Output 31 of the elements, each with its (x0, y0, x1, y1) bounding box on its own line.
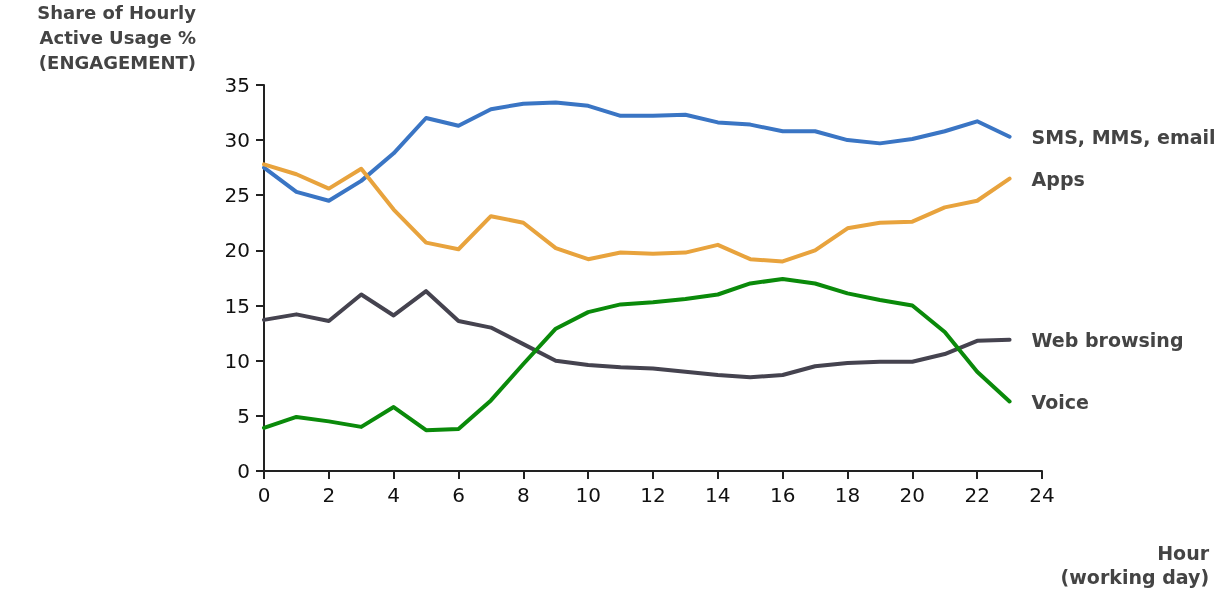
x-tick-label: 18 (834, 483, 861, 507)
line-series (262, 289, 1012, 380)
series-label: Web browsing (1031, 328, 1184, 351)
y-tick-label: 30 (224, 128, 250, 153)
line-series (262, 100, 1012, 203)
y-tick-label: 5 (237, 403, 250, 428)
x-tick-label: 24 (1029, 483, 1055, 507)
y-tick-label: 35 (224, 72, 250, 97)
x-axis-title: Hour (working day) (1060, 542, 1210, 588)
y-tick-label: 10 (224, 348, 250, 373)
x-tick-label: 2 (322, 483, 336, 507)
x-tick-label: 12 (640, 483, 666, 507)
line-series (262, 277, 1012, 433)
y-tick-label: 20 (224, 238, 250, 263)
x-tick-label: 20 (899, 483, 926, 507)
x-tick-label: 10 (575, 483, 601, 507)
y-axis-title: Share of Hourly Active Usage % (ENGAGEMENT) (37, 2, 197, 73)
y-tick-label: 15 (224, 293, 250, 318)
series-label: Voice (1031, 390, 1089, 413)
y-tick-label: 25 (224, 183, 250, 208)
x-tick-label: 16 (769, 483, 796, 507)
y-tick-label: 0 (237, 459, 250, 483)
x-tick-label: 0 (257, 483, 271, 507)
series-label: Apps (1031, 167, 1085, 190)
series-label: SMS, MMS, email (1031, 125, 1216, 148)
x-tick-label: 4 (387, 483, 401, 507)
x-tick-label: 14 (705, 483, 731, 507)
x-tick-label: 6 (452, 483, 465, 507)
line-series (262, 162, 1012, 264)
x-tick-label: 8 (516, 483, 530, 507)
x-tick-label: 22 (964, 483, 990, 507)
